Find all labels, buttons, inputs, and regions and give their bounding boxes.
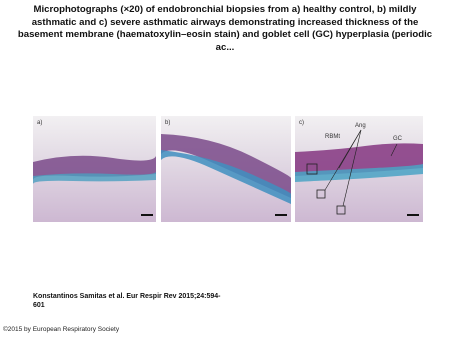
annotation: Ang bbox=[355, 123, 366, 129]
panel-c: c) RBMt Ang GC bbox=[295, 116, 423, 222]
citation: Konstantinos Samitas et al. Eur Respir R… bbox=[33, 293, 221, 309]
panel-a: a) bbox=[33, 116, 156, 222]
panel-label: a) bbox=[37, 120, 42, 126]
annotation: GC bbox=[393, 136, 403, 142]
title: Microphotographs (×20) of endobronchial … bbox=[17, 4, 433, 53]
copyright: ©2015 by European Respiratory Society bbox=[3, 326, 120, 333]
panel-b: b) bbox=[161, 116, 291, 222]
annotation: RBMt bbox=[325, 134, 340, 140]
panel-label: c) bbox=[299, 120, 304, 126]
figure: a) b) c) RBMt Ang GC bbox=[33, 116, 423, 222]
panel-label: b) bbox=[165, 120, 170, 126]
